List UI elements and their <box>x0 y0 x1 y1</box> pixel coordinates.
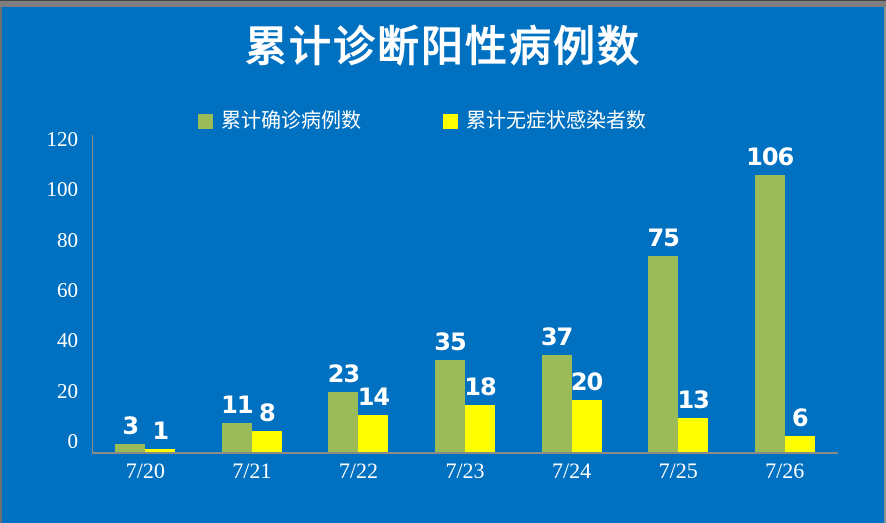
legend-item-confirmed: 累计确诊病例数 <box>198 110 361 132</box>
series-0-value-label: 75 <box>647 223 679 252</box>
series-0-value-label: 23 <box>327 359 360 388</box>
series-1-value-label: 18 <box>464 372 496 401</box>
y-tick-label: 60 <box>57 278 78 302</box>
series-1-value-label: 8 <box>258 399 276 428</box>
legend-label-asymptomatic: 累计无症状感染者数 <box>466 110 646 132</box>
y-tick-label: 20 <box>57 378 78 403</box>
series-0-bar <box>541 355 572 452</box>
y-tick-label: 0 <box>67 429 79 453</box>
x-tick-label: 7/26 <box>765 458 805 483</box>
series-0-bar <box>221 423 252 452</box>
y-tick-label: 80 <box>57 227 78 252</box>
series-1-value-label: 13 <box>677 385 709 414</box>
legend-swatch-asymptomatic <box>443 113 458 129</box>
series-1-bar <box>571 399 602 452</box>
x-axis-line <box>92 452 838 454</box>
series-1-bar <box>251 431 282 452</box>
series-0-value-label: 3 <box>122 412 139 441</box>
series-0-bar <box>115 444 146 452</box>
series-1-value-label: 20 <box>570 367 603 396</box>
series-0-value-label: 11 <box>221 391 253 420</box>
x-tick-label: 7/25 <box>658 458 698 483</box>
x-tick-label: 7/22 <box>338 458 378 483</box>
series-0-bar <box>435 360 465 452</box>
series-1-bar <box>358 415 389 452</box>
left-edge-strip <box>0 7 2 523</box>
y-tick-label: 40 <box>57 328 78 353</box>
y-axis-line <box>92 135 93 454</box>
series-0-value-label: 37 <box>540 323 573 352</box>
series-0-bar <box>754 174 785 452</box>
legend-item-asymptomatic: 累计无症状感染者数 <box>443 110 646 132</box>
right-edge-strip <box>884 7 886 523</box>
series-0-bar <box>648 255 679 452</box>
x-tick-label: 7/24 <box>552 458 592 483</box>
y-tick-label: 100 <box>46 177 79 202</box>
top-edge-dark-line <box>0 0 886 1</box>
series-1-value-label: 1 <box>152 417 169 446</box>
series-1-bar <box>678 417 709 452</box>
series-1-value-label: 6 <box>791 404 809 433</box>
legend-swatch-confirmed <box>198 113 213 129</box>
y-tick-label: 120 <box>46 127 79 151</box>
chart-title: 累计诊断阳性病例数 <box>244 22 641 71</box>
x-tick-label: 7/21 <box>232 458 272 483</box>
series-1-bar <box>145 449 176 452</box>
series-0-value-label: 106 <box>746 142 794 171</box>
series-0-value-label: 35 <box>434 328 466 357</box>
series-0-bar <box>328 391 359 452</box>
series-1-bar <box>784 436 815 452</box>
legend-label-confirmed: 累计确诊病例数 <box>221 110 361 132</box>
top-edge-strip <box>0 1 886 7</box>
series-1-value-label: 14 <box>357 383 390 412</box>
x-tick-label: 7/23 <box>445 458 485 483</box>
series-1-bar <box>465 404 495 452</box>
x-tick-label: 7/20 <box>125 458 165 483</box>
